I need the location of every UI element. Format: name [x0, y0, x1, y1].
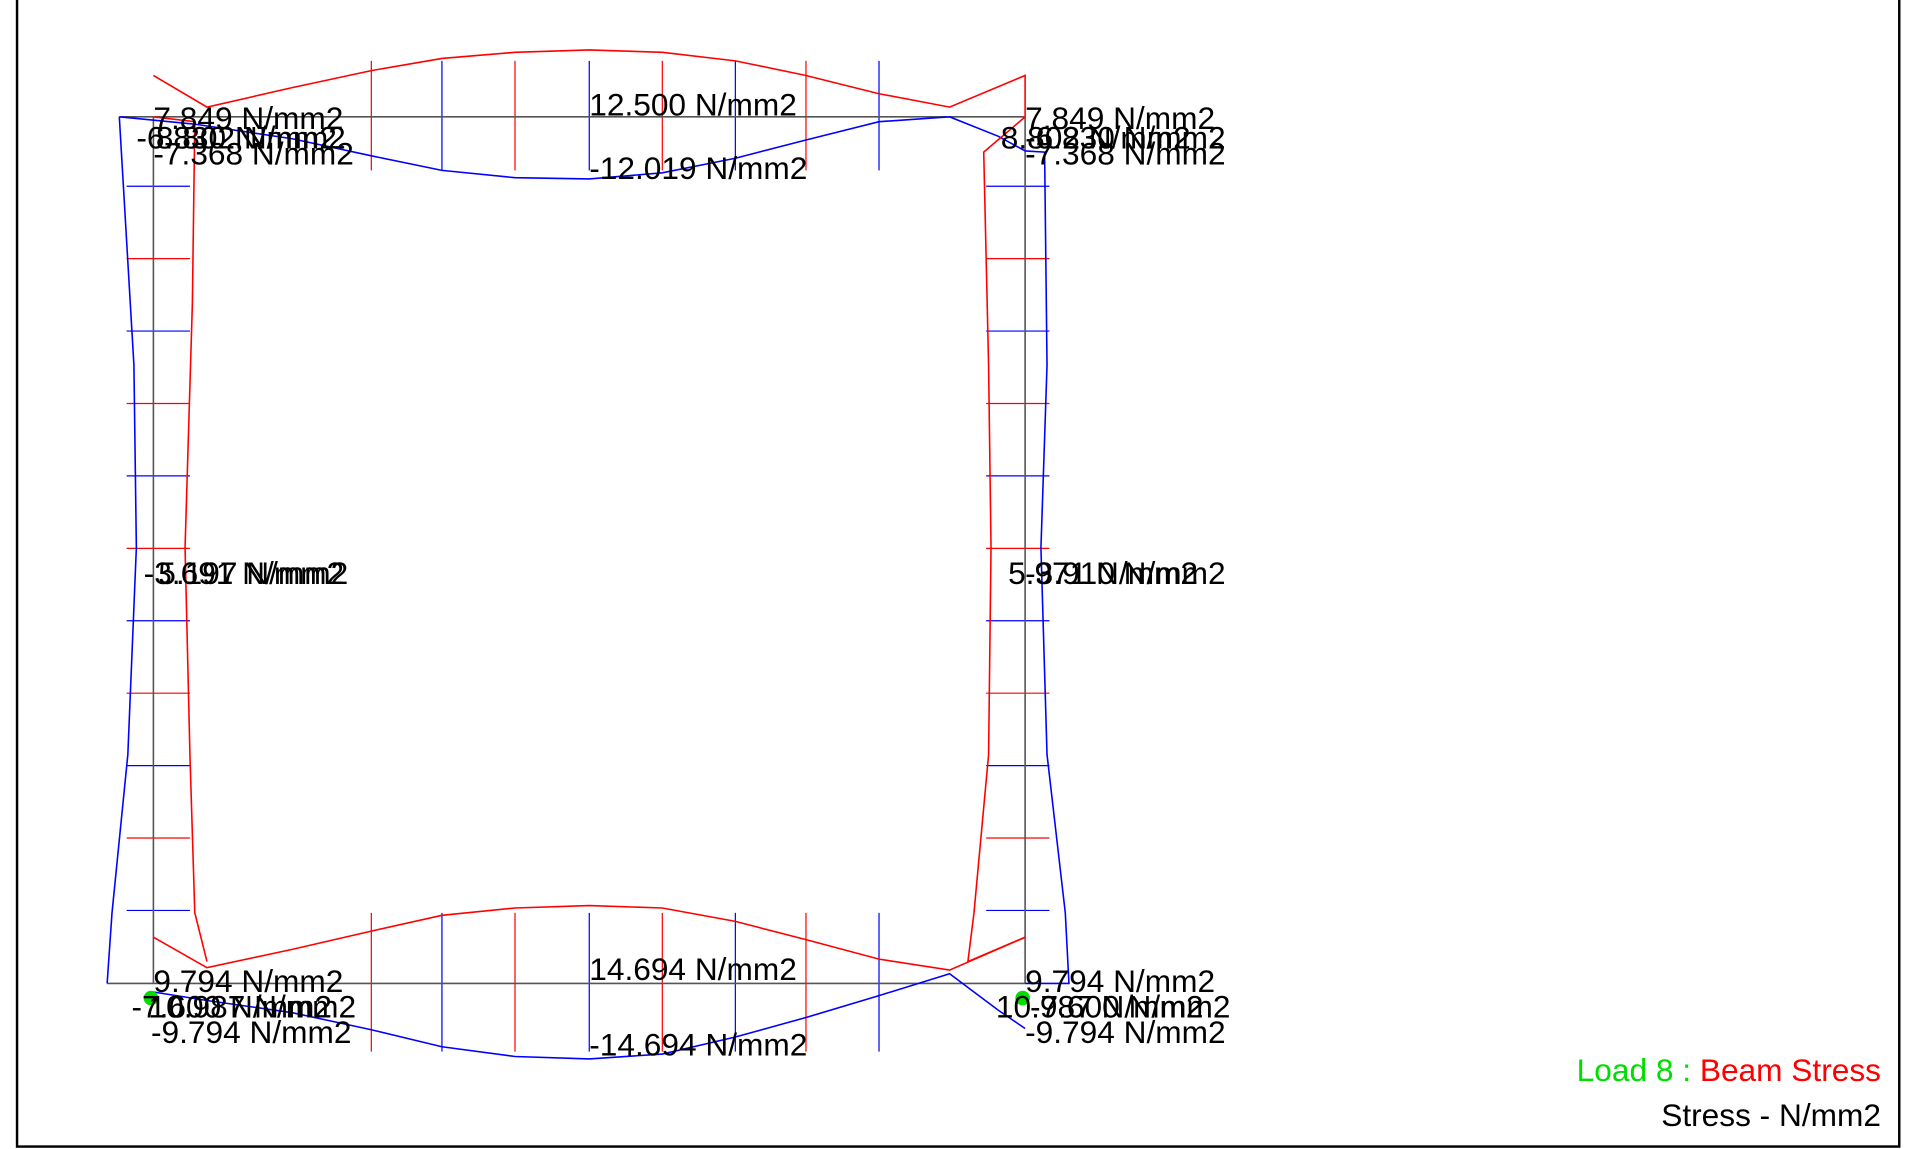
- frame: [15, 0, 1901, 1148]
- stress-label: -9.794 N/mm2: [151, 1014, 351, 1050]
- stress-label: -3.691 N/mm2: [144, 555, 344, 591]
- stress-curve: [153, 904, 1026, 971]
- stress-label: -9.794 N/mm2: [1025, 1014, 1225, 1050]
- stress-label: -3.910 N/mm2: [1025, 555, 1225, 591]
- stress-label: 12.500 N/mm2: [589, 87, 797, 123]
- stress-label: -7.600 N/mm2: [131, 989, 331, 1025]
- stress-label: 9.794 N/mm2: [1025, 963, 1215, 999]
- support: [143, 990, 159, 1006]
- stress-curve: [153, 116, 208, 962]
- stress-label: 7.849 N/mm2: [1025, 100, 1215, 136]
- stress-curve: [106, 116, 138, 984]
- stress-label: -7.368 N/mm2: [153, 135, 353, 171]
- stress-curve: [119, 116, 1026, 180]
- legend-units: Stress - N/mm2: [1661, 1097, 1881, 1133]
- stress-label: 10.987 N/mm2: [996, 989, 1204, 1025]
- stress-curve: [153, 972, 1026, 1060]
- stress-label: -14.694 N/mm2: [589, 1026, 807, 1062]
- hatching: [126, 60, 1050, 1052]
- stress-label: 5.197 N/mm2: [158, 555, 348, 591]
- stress-label: 7.849 N/mm2: [153, 100, 343, 136]
- legend-title: Load 8 : Beam Stress: [1577, 1052, 1881, 1088]
- stress-label: -7.368 N/mm2: [1025, 135, 1225, 171]
- stress-label: 8.802 N/mm2: [156, 119, 346, 155]
- stress-label: -6.830 N/mm2: [1025, 119, 1225, 155]
- stress-label: 8.802 N/mm2: [1001, 119, 1191, 155]
- stress-curve: [966, 116, 1026, 963]
- legend-result: Beam Stress: [1700, 1052, 1881, 1088]
- stress-label: 5.971 N/mm2: [1008, 555, 1198, 591]
- support: [1015, 990, 1030, 1006]
- legend-load: Load 8 :: [1577, 1052, 1700, 1088]
- stress-label: -12.019 N/mm2: [589, 150, 807, 186]
- stress-curve: [152, 49, 1026, 117]
- stress-label: -6.830 N/mm2: [136, 119, 336, 155]
- stress-curve: [1025, 150, 1070, 985]
- stress-label: -7.600 N/mm2: [1030, 989, 1230, 1025]
- stress-label: 10.987 N/mm2: [149, 989, 357, 1025]
- stress-label: 9.794 N/mm2: [153, 963, 343, 999]
- stress-label: 14.694 N/mm2: [589, 951, 797, 987]
